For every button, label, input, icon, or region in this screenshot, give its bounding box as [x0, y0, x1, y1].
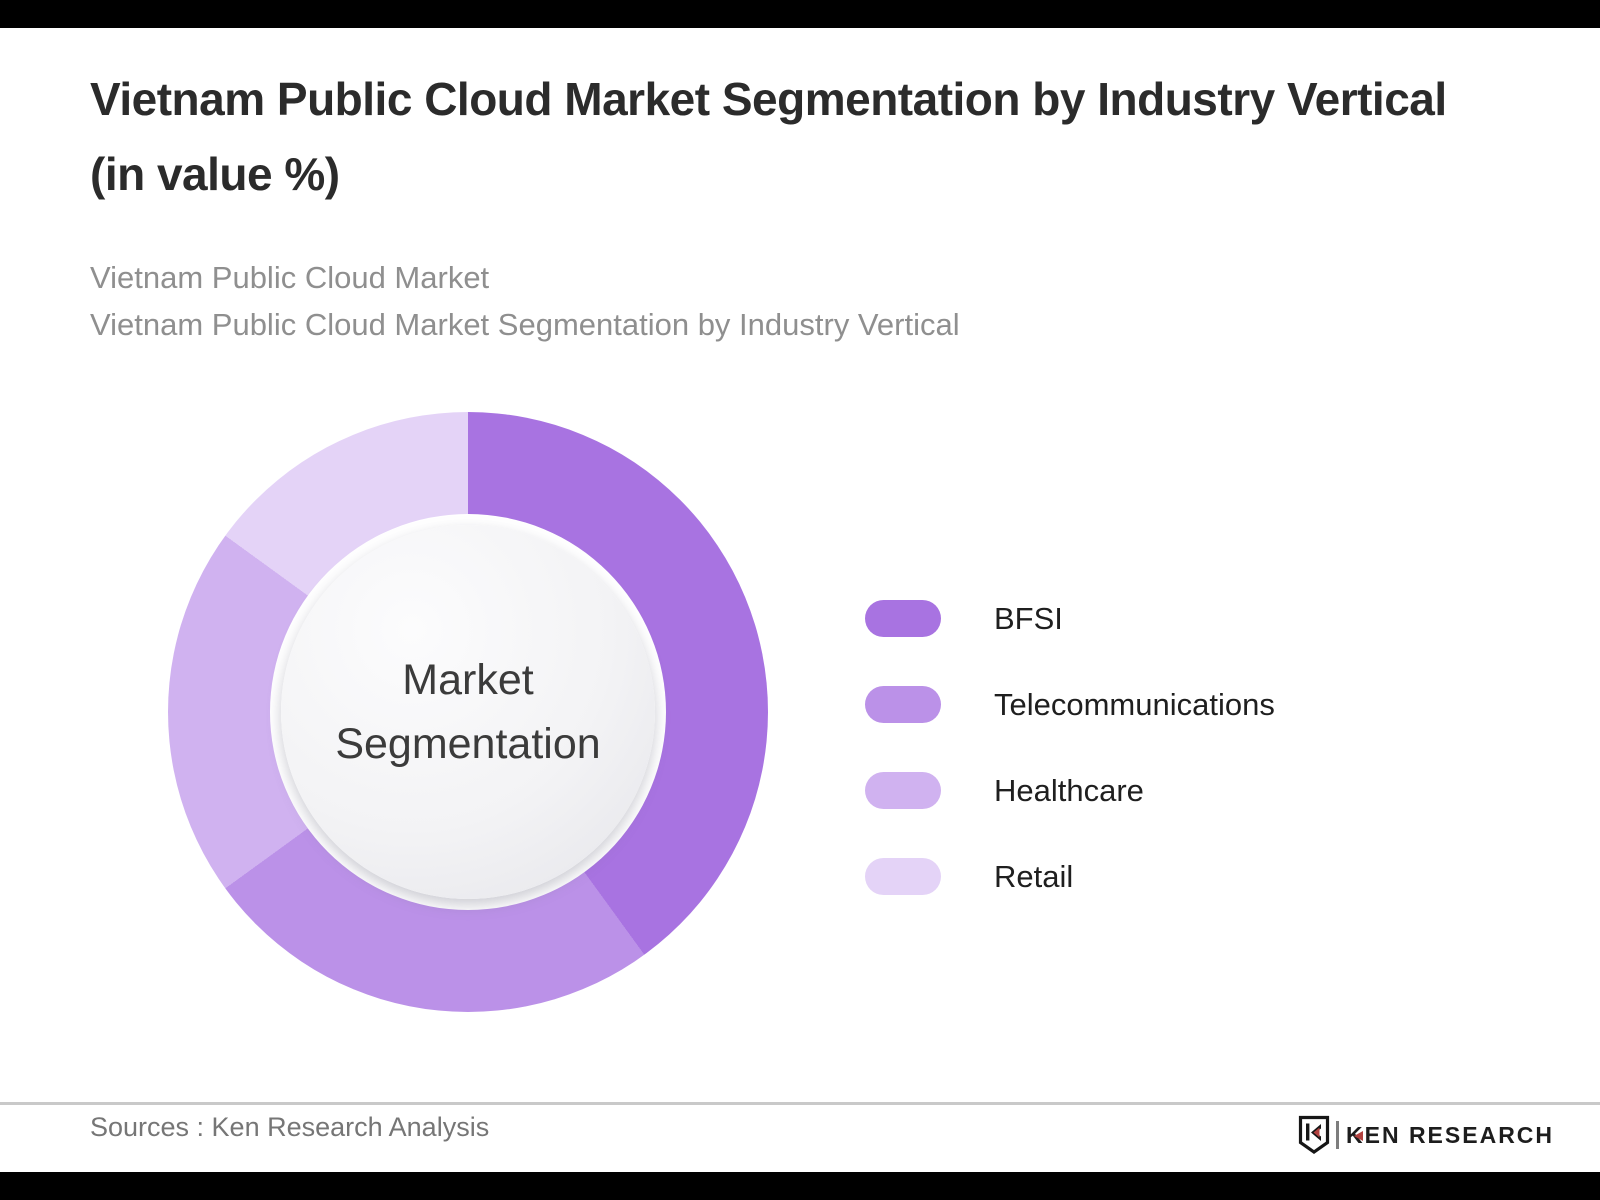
legend-item-healthcare: Healthcare	[865, 772, 1275, 809]
subtitle-line-2: Vietnam Public Cloud Market Segmentation…	[90, 307, 960, 342]
page-title: Vietnam Public Cloud Market Segmentation…	[90, 73, 1447, 200]
legend-label-telecommunications: Telecommunications	[994, 686, 1275, 722]
shield-icon	[1298, 1115, 1330, 1154]
legend-item-telecommunications: Telecommunications	[865, 686, 1275, 723]
ken-research-logo: KEN RESEARCH	[1298, 1114, 1554, 1156]
top-black-bar	[0, 0, 1600, 28]
donut-center-label: Market Segmentation	[335, 648, 600, 776]
legend-item-bfsi: BFSI	[865, 600, 1275, 637]
legend-item-retail: Retail	[865, 858, 1275, 895]
center-label-line-2: Segmentation	[335, 720, 601, 768]
donut-center-disc: Market Segmentation	[281, 525, 655, 899]
bottom-black-bar	[0, 1172, 1600, 1200]
center-label-line-1: Market	[402, 656, 534, 704]
source-text: Sources : Ken Research Analysis	[90, 1112, 490, 1142]
logo-text: KEN RESEARCH	[1346, 1121, 1555, 1148]
legend-swatch-bfsi	[865, 600, 941, 637]
subtitle-line-1: Vietnam Public Cloud Market	[90, 260, 490, 295]
legend-label-retail: Retail	[994, 858, 1074, 894]
legend: BFSI Telecommunications Healthcare Retai…	[865, 600, 1275, 944]
logo-separator	[1336, 1121, 1339, 1149]
chart-subtitle: Vietnam Public Cloud Market Vietnam Publ…	[90, 254, 1490, 348]
legend-label-healthcare: Healthcare	[994, 772, 1144, 808]
donut-chart: Market Segmentation	[168, 412, 768, 1012]
legend-swatch-telecommunications	[865, 686, 941, 723]
legend-swatch-retail	[865, 858, 941, 895]
logo-k-red-triangle-icon	[1354, 1130, 1363, 1141]
legend-label-bfsi: BFSI	[994, 600, 1063, 636]
footer-divider	[0, 1102, 1600, 1105]
legend-swatch-healthcare	[865, 772, 941, 809]
shield-k-red-triangle-icon	[1313, 1127, 1320, 1138]
